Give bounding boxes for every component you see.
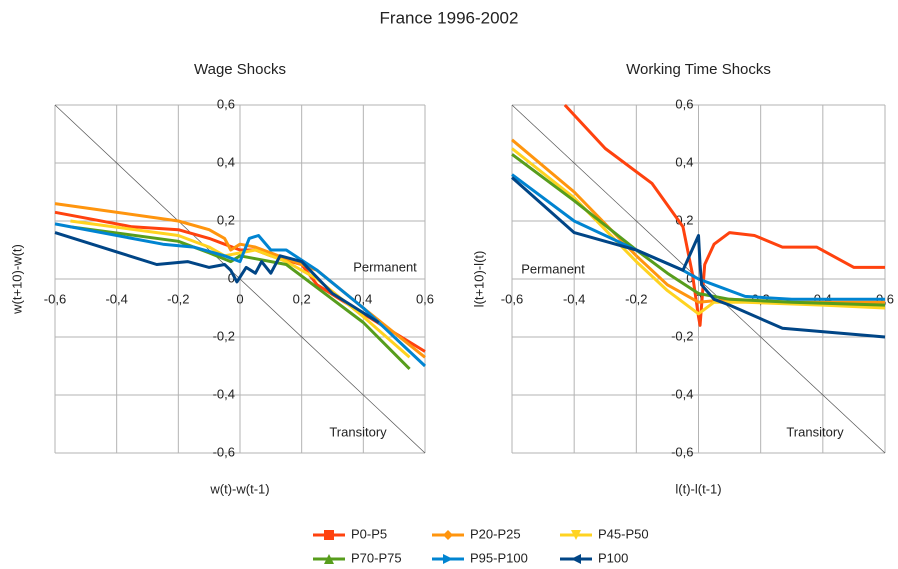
series-line: [54, 231, 380, 324]
series-line: [511, 153, 886, 307]
annotation: Transitory: [329, 424, 387, 439]
legend-marker: [443, 554, 453, 564]
subplot-title: Working Time Shocks: [626, 61, 771, 78]
legend-marker: [571, 530, 581, 540]
y-axis-label: w(t+10)-w(t): [9, 244, 24, 315]
legend-marker: [443, 530, 453, 540]
series-line: [511, 147, 886, 316]
y-tick-label: -0,6: [671, 444, 693, 459]
legend-label: P70-P75: [351, 550, 402, 565]
annotation: Transitory: [786, 424, 844, 439]
x-tick-label: 0: [236, 291, 243, 306]
legend-marker: [324, 530, 334, 540]
y-tick-label: 0,2: [217, 212, 235, 227]
legend-label: P0-P5: [351, 526, 387, 541]
series-line: [563, 103, 885, 327]
x-axis-label: l(t)-l(t-1): [675, 481, 721, 496]
y-tick-label: 0,6: [217, 96, 235, 111]
x-tick-label: -0,4: [105, 291, 127, 306]
annotation: Permanent: [521, 261, 585, 276]
y-tick-label: 0: [686, 270, 693, 285]
x-tick-label: 0,6: [416, 291, 434, 306]
subplot-title: Wage Shocks: [194, 61, 286, 78]
x-tick-label: -0,4: [563, 291, 585, 306]
y-tick-label: -0,2: [671, 328, 693, 343]
legend-label: P95-P100: [470, 550, 528, 565]
y-tick-label: -0,2: [213, 328, 235, 343]
x-tick-label: -0,6: [501, 291, 523, 306]
series-line: [54, 222, 427, 368]
x-tick-label: -0,2: [167, 291, 189, 306]
y-tick-label: 0,6: [675, 96, 693, 111]
series-line: [511, 173, 885, 301]
annotation: Permanent: [353, 259, 417, 274]
legend-marker: [571, 554, 581, 564]
legend-label: P100: [598, 550, 628, 565]
y-tick-label: 0,4: [217, 154, 235, 169]
series-line: [511, 176, 886, 339]
x-tick-label: -0,2: [625, 291, 647, 306]
y-tick-label: 0,4: [675, 154, 693, 169]
x-axis-label: w(t)-w(t-1): [209, 481, 269, 496]
x-tick-label: 0,2: [293, 291, 311, 306]
y-tick-label: 0: [228, 270, 235, 285]
legend-label: P20-P25: [470, 526, 521, 541]
x-tick-label: 0: [695, 291, 702, 306]
y-tick-label: -0,6: [213, 444, 235, 459]
legend-marker: [324, 554, 334, 564]
x-tick-label: -0,6: [44, 291, 66, 306]
legend-label: P45-P50: [598, 526, 649, 541]
y-axis-label: l(t+10)-l(t): [471, 251, 486, 308]
y-tick-label: -0,4: [671, 386, 693, 401]
page-title: France 1996-2002: [380, 8, 519, 27]
y-tick-label: -0,4: [213, 386, 235, 401]
